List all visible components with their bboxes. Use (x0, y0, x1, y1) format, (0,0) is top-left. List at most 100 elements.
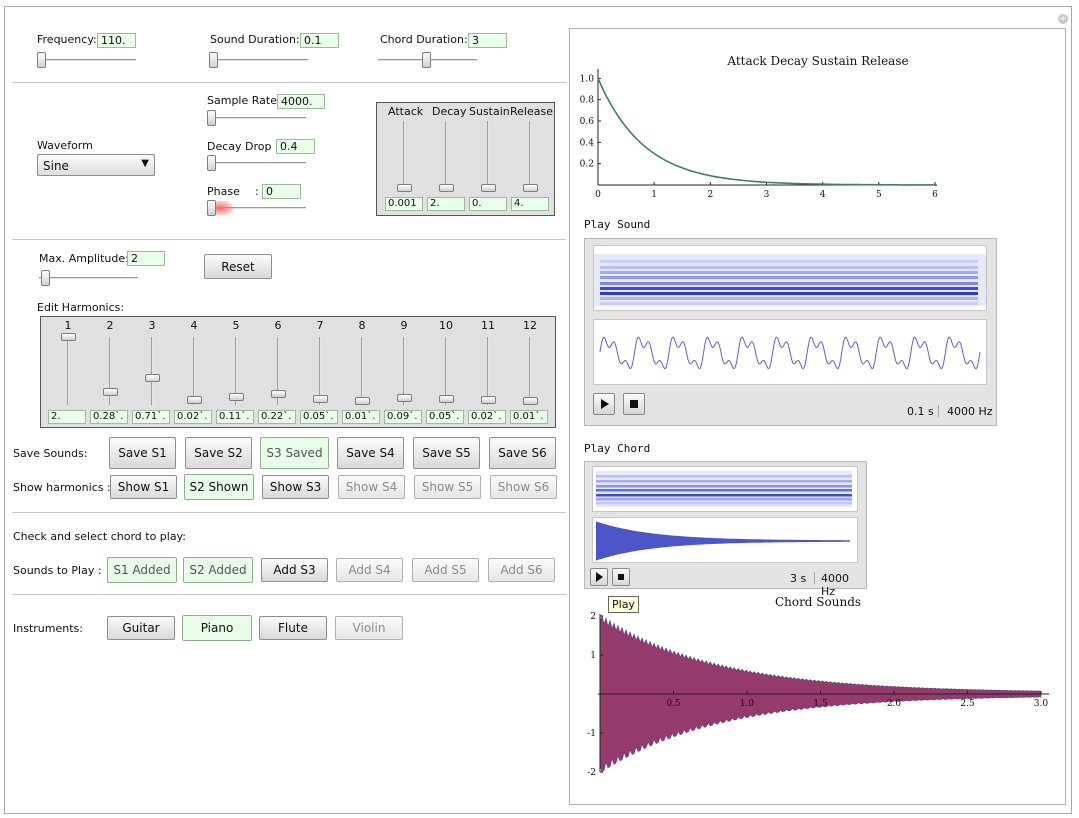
harmonic-value-field[interactable]: 0.28`. (90, 410, 128, 424)
harmonic-value-field[interactable]: 0.02`. (174, 410, 212, 424)
harmonic-slider-track[interactable] (277, 337, 279, 405)
phase-field[interactable]: 0 (262, 184, 301, 199)
save-s1-button[interactable]: Save S1 (109, 437, 176, 469)
harmonic-slider-track[interactable] (151, 337, 153, 405)
attack-slider-thumb[interactable] (397, 184, 412, 192)
waveform-dropdown[interactable]: Sine ▼ (37, 154, 155, 176)
add-s1-button[interactable]: S1 Added (107, 557, 177, 583)
play-button[interactable] (593, 393, 615, 415)
sustain-slider-track[interactable] (487, 121, 489, 189)
frequency-slider-track[interactable] (37, 59, 136, 61)
save-s4-button[interactable]: Save S4 (337, 437, 404, 469)
max-amplitude-slider-track[interactable] (39, 277, 138, 279)
spectrogram-band (600, 297, 978, 300)
harmonic-value-field[interactable]: 0.01`. (342, 410, 380, 424)
save-s6-button[interactable]: Save S6 (489, 437, 556, 469)
sustain-slider-thumb[interactable] (481, 184, 496, 192)
harmonic-slider-thumb[interactable] (271, 389, 286, 398)
waveform-label: Waveform (37, 139, 93, 152)
release-field[interactable]: 4. (511, 197, 549, 211)
add-s5-button[interactable]: Add S5 (412, 558, 479, 582)
piano-button[interactable]: Piano (182, 615, 252, 641)
harmonic-slider-track[interactable] (403, 337, 405, 405)
guitar-button[interactable]: Guitar (107, 616, 175, 640)
sound-duration-slider-track[interactable] (209, 59, 308, 61)
sound-duration-slider-thumb[interactable] (209, 52, 218, 68)
sustain-field[interactable]: 0. (469, 197, 507, 211)
harmonic-value-field[interactable]: 0.05`. (300, 410, 338, 424)
harmonic-slider-thumb[interactable] (439, 395, 454, 404)
harmonic-slider-thumb[interactable] (145, 374, 160, 383)
harmonic-value-field[interactable]: 0.22`. (258, 410, 296, 424)
max-amplitude-field[interactable]: 2 (127, 251, 165, 266)
harmonic-slider-track[interactable] (235, 337, 237, 405)
show-s1-button[interactable]: Show S1 (110, 475, 177, 499)
harmonic-value-field[interactable]: 2. (48, 410, 86, 424)
add-s3-button[interactable]: Add S3 (261, 558, 328, 582)
harmonic-slider-thumb[interactable] (313, 395, 328, 404)
sample-rate-slider-thumb[interactable] (207, 110, 216, 126)
harmonic-slider-track[interactable] (193, 337, 195, 405)
decay-field[interactable]: 2. (427, 197, 465, 211)
harmonic-slider-track[interactable] (319, 337, 321, 405)
harmonic-value-field[interactable]: 0.09`. (384, 410, 422, 424)
release-slider-thumb[interactable] (523, 184, 538, 192)
harmonic-slider-track[interactable] (67, 337, 69, 405)
attack-slider-track[interactable] (403, 121, 405, 189)
harmonic-number: 10 (439, 319, 453, 332)
harmonic-slider-track[interactable] (445, 337, 447, 405)
attack-field[interactable]: 0.001 (385, 197, 423, 211)
harmonic-slider-thumb[interactable] (229, 393, 244, 402)
harmonic-value-field[interactable]: 0.71`. (132, 410, 170, 424)
decay-drop-field[interactable]: 0.4 (276, 139, 315, 154)
harmonic-slider-thumb[interactable] (523, 396, 538, 405)
decay-slider-track[interactable] (445, 121, 447, 189)
show-s5-button[interactable]: Show S5 (414, 475, 481, 499)
frequency-slider-thumb[interactable] (37, 52, 46, 68)
harmonic-value-field[interactable]: 0.05`. (426, 410, 464, 424)
decay-drop-slider-track[interactable] (207, 162, 306, 164)
flute-button[interactable]: Flute (259, 616, 327, 640)
phase-slider-track[interactable] (207, 207, 306, 209)
frequency-field[interactable]: 110. (97, 33, 136, 48)
add-s2-button[interactable]: S2 Added (183, 557, 253, 583)
release-slider-track[interactable] (529, 121, 531, 189)
harmonic-value-field[interactable]: 0.11`. (216, 410, 254, 424)
harmonic-slider-thumb[interactable] (103, 388, 118, 397)
add-s4-button[interactable]: Add S4 (336, 558, 403, 582)
harmonic-value-field[interactable]: 0.02`. (468, 410, 506, 424)
sound-duration-field[interactable]: 0.1 (300, 33, 339, 48)
save-s2-button[interactable]: Save S2 (185, 437, 252, 469)
phase-slider-thumb[interactable] (207, 200, 216, 216)
harmonic-slider-track[interactable] (487, 337, 489, 405)
harmonic-slider-thumb[interactable] (355, 396, 370, 405)
harmonic-slider-track[interactable] (529, 337, 531, 405)
reset-button[interactable]: Reset (204, 254, 272, 279)
decay-drop-slider-thumb[interactable] (207, 155, 216, 171)
add-s6-button[interactable]: Add S6 (488, 558, 555, 582)
chord-duration-field[interactable]: 3 (468, 33, 507, 48)
save-s3-button[interactable]: S3 Saved (260, 437, 329, 469)
chord-play-button[interactable] (590, 568, 608, 586)
show-s4-button[interactable]: Show S4 (338, 475, 405, 499)
harmonic-slider-thumb[interactable] (61, 333, 76, 341)
chord-duration-slider-thumb[interactable] (422, 52, 431, 68)
expand-icon[interactable]: + (1058, 14, 1068, 24)
harmonic-slider-thumb[interactable] (397, 394, 412, 403)
save-s5-button[interactable]: Save S5 (413, 437, 480, 469)
harmonic-slider-thumb[interactable] (481, 396, 496, 405)
max-amplitude-slider-thumb[interactable] (41, 270, 50, 286)
sample-rate-field[interactable]: 4000. (277, 94, 325, 109)
harmonic-value-field[interactable]: 0.01`. (510, 410, 548, 424)
show-s6-button[interactable]: Show S6 (490, 475, 557, 499)
show-s3-button[interactable]: Show S3 (262, 475, 329, 499)
harmonic-slider-track[interactable] (361, 337, 363, 405)
decay-slider-thumb[interactable] (439, 184, 454, 192)
harmonic-slider-thumb[interactable] (187, 396, 202, 405)
show-s2-button[interactable]: S2 Shown (184, 474, 254, 500)
violin-button[interactable]: Violin (335, 616, 403, 640)
sample-rate-slider-track[interactable] (207, 117, 306, 119)
chord-stop-button[interactable] (612, 568, 630, 586)
harmonic-slider-track[interactable] (109, 337, 111, 405)
stop-button[interactable] (623, 393, 645, 415)
